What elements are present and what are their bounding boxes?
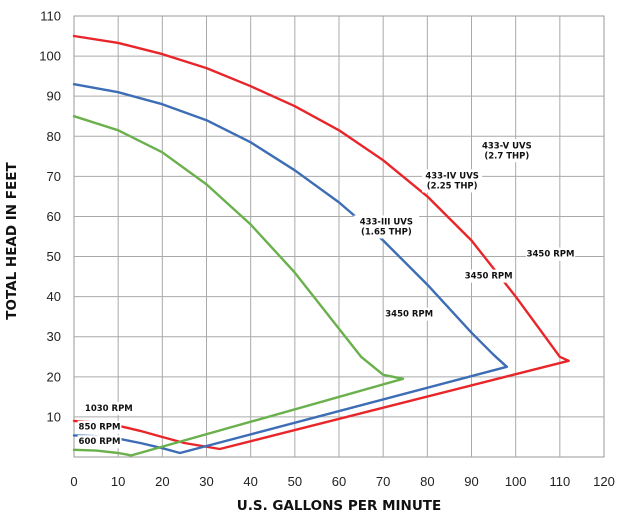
annotation-text: 3450 RPM [385, 310, 433, 320]
y-tick-label: 90 [47, 89, 61, 104]
y-tick-label: 30 [47, 329, 61, 344]
y-tick-label: 20 [47, 369, 61, 384]
annotation-bg [353, 215, 420, 239]
annotation-label: 433-III UVS(1.65 THP) [353, 215, 420, 239]
x-tick-label: 30 [199, 474, 213, 489]
annotation-label: 433-IV UVS(2.25 THP) [422, 169, 483, 193]
annotation-text: 1030 RPM [85, 404, 133, 414]
annotation-text: 3450 RPM [465, 272, 513, 282]
x-tick-label: 70 [376, 474, 390, 489]
y-tick-label: 60 [47, 209, 61, 224]
annotation-bg [479, 139, 535, 163]
x-tick-label: 120 [593, 474, 615, 489]
y-tick-label: 50 [47, 249, 61, 264]
annotation-bg [84, 401, 134, 415]
annotation-text: 850 RPM [79, 423, 121, 433]
y-tick-label: 100 [39, 49, 61, 64]
y-axis-title: TOTAL HEAD IN FEET [4, 162, 20, 320]
series-layer [72, 34, 570, 457]
annotation-label: 3450 RPM [525, 247, 576, 261]
series-line-1 [72, 34, 570, 451]
annotation-label: 1030 RPM [84, 401, 134, 415]
annotation-bg [422, 169, 483, 193]
tick-labels: 0 10 20 30 40 50 60 70 80 90 100 110 120 10 20 30 40 50 60… [39, 9, 615, 490]
annotation-bg [525, 247, 576, 261]
annotation-text: 600 RPM [79, 437, 121, 447]
annotation-text: (2.7 THP) [484, 151, 529, 161]
y-tick-label: 80 [47, 129, 61, 144]
x-tick-label: 40 [243, 474, 257, 489]
annotation-label: 600 RPM [77, 435, 122, 449]
series-line-3 [72, 115, 405, 457]
x-tick-label: 90 [464, 474, 478, 489]
x-tick-label: 60 [332, 474, 346, 489]
annotation-text: 433-IV UVS [425, 171, 479, 181]
annotation-bg [384, 307, 434, 321]
y-tick-label: 40 [47, 289, 61, 304]
x-tick-label: 50 [288, 474, 302, 489]
x-tick-label: 10 [111, 474, 125, 489]
y-tick-label: 70 [47, 169, 61, 184]
x-tick-label: 0 [70, 474, 77, 489]
annotation-text: (2.25 THP) [427, 181, 478, 191]
annotation-label: 3450 RPM [464, 269, 514, 283]
annotation-label: 850 RPM [77, 420, 122, 434]
annotation-text: 433-III UVS [360, 217, 413, 227]
x-tick-label: 110 [549, 474, 570, 489]
annotation-text: (1.65 THP) [361, 227, 412, 237]
annotation-text: 433-V UVS [482, 141, 532, 151]
y-tick-label: 110 [40, 9, 61, 24]
x-tick-label: 100 [505, 474, 527, 489]
x-tick-label: 20 [155, 474, 169, 489]
annotation-bg [77, 420, 122, 434]
x-tick-label: 80 [420, 474, 434, 489]
annotation-label: 433-V UVS(2.7 THP) [479, 139, 535, 163]
annotation-label: 3450 RPM [384, 307, 434, 321]
series-line-2 [72, 83, 508, 455]
annotation-bg [77, 435, 122, 449]
annotation-text: 3450 RPM [527, 250, 575, 260]
annotation-bg [464, 269, 514, 283]
annotations: 433-V UVS(2.7 THP)433-IV UVS(2.25 THP)43… [77, 139, 576, 449]
y-tick-label: 10 [47, 409, 61, 424]
x-axis-title: U.S. GALLONS PER MINUTE [237, 498, 441, 514]
